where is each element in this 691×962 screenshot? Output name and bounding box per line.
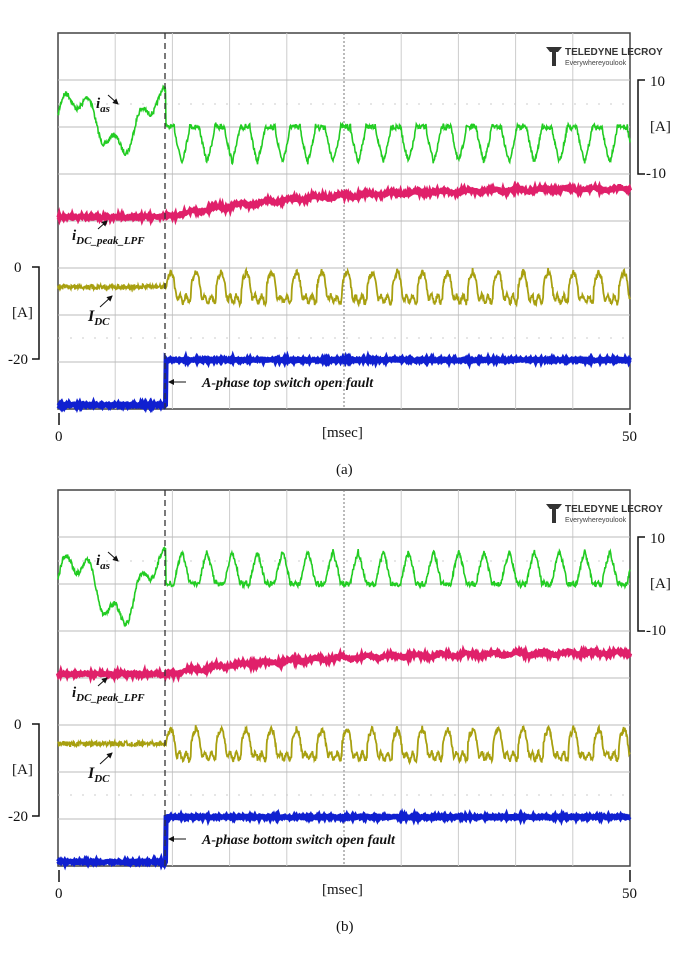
teledyne-logo: TELEDYNE LECROY Everywhereyoulook bbox=[546, 504, 663, 524]
left-axis-unit: [A] bbox=[12, 762, 33, 778]
graticule bbox=[58, 33, 630, 409]
panel-caption: (b) bbox=[336, 919, 354, 935]
label-idc-peak-lpf: iDC_peak_LPF bbox=[72, 685, 145, 704]
scope-panel-b: TELEDYNE LECROY Everywhereyoulook 10 [A]… bbox=[8, 489, 671, 935]
arrow-ias bbox=[107, 94, 119, 105]
x-tick-label-0: 0 bbox=[55, 429, 63, 445]
right-axis-bracket bbox=[637, 79, 645, 175]
left-axis-bracket bbox=[32, 723, 40, 817]
x-tick-label-0: 0 bbox=[55, 886, 63, 902]
left-axis-tick-top: 0 bbox=[14, 260, 22, 276]
x-axis-label: [msec] bbox=[322, 882, 363, 898]
left-axis-tick-bottom: -20 bbox=[8, 352, 28, 368]
arrow-idc bbox=[99, 295, 113, 308]
x-tick-label-50: 50 bbox=[622, 886, 637, 902]
left-axis-unit: [A] bbox=[12, 305, 33, 321]
label-ias: ias bbox=[96, 96, 110, 115]
panel-caption: (a) bbox=[336, 462, 353, 478]
right-axis-tick-top: 10 bbox=[650, 74, 665, 90]
label-ias: ias bbox=[96, 553, 110, 572]
traces bbox=[56, 84, 633, 414]
right-axis-tick-top: 10 bbox=[650, 531, 665, 547]
teledyne-logo: TELEDYNE LECROY Everywhereyoulook bbox=[546, 47, 663, 67]
scope-panel-a: TELEDYNE LECROY Everywhereyoulook 10 [A]… bbox=[8, 32, 671, 478]
logo-icon bbox=[546, 47, 562, 66]
left-axis-tick-bottom: -20 bbox=[8, 809, 28, 825]
trace-fault-flag bbox=[56, 807, 632, 871]
x-tick-label-50: 50 bbox=[622, 429, 637, 445]
right-axis-tick-bottom: -10 bbox=[646, 623, 666, 639]
x-axis-label: [msec] bbox=[322, 425, 363, 441]
graticule bbox=[58, 490, 630, 866]
logo-icon bbox=[546, 504, 562, 523]
traces bbox=[55, 545, 633, 871]
label-idc: IDC bbox=[87, 765, 110, 785]
arrow-ias bbox=[107, 551, 119, 562]
fault-annotation: A-phase bottom switch open fault bbox=[201, 833, 396, 848]
logo-tagline: Everywhereyoulook bbox=[565, 517, 627, 524]
right-axis-bracket bbox=[637, 536, 645, 632]
trace-ias bbox=[57, 84, 631, 166]
right-axis-unit: [A] bbox=[650, 576, 671, 592]
trace-idc-peak-lpf bbox=[55, 644, 633, 684]
trace-idc bbox=[57, 723, 631, 766]
right-axis-tick-bottom: -10 bbox=[646, 166, 666, 182]
arrow-idc-peak-lpf bbox=[97, 677, 108, 687]
label-idc: IDC bbox=[87, 308, 110, 328]
logo-brand: TELEDYNE LECROY bbox=[565, 504, 663, 515]
fault-annotation: A-phase top switch open fault bbox=[201, 376, 374, 391]
left-axis-tick-top: 0 bbox=[14, 717, 22, 733]
logo-brand: TELEDYNE LECROY bbox=[565, 47, 663, 58]
arrow-idc-peak-lpf bbox=[97, 220, 108, 230]
trace-ias bbox=[57, 545, 631, 628]
trace-idc bbox=[57, 266, 631, 309]
trace-idc-peak-lpf bbox=[56, 180, 633, 227]
logo-tagline: Everywhereyoulook bbox=[565, 60, 627, 67]
right-axis-unit: [A] bbox=[650, 119, 671, 135]
left-axis-bracket bbox=[32, 266, 40, 360]
trace-fault-flag bbox=[56, 350, 632, 414]
label-idc-peak-lpf: iDC_peak_LPF bbox=[72, 228, 145, 247]
arrow-idc bbox=[99, 752, 113, 765]
